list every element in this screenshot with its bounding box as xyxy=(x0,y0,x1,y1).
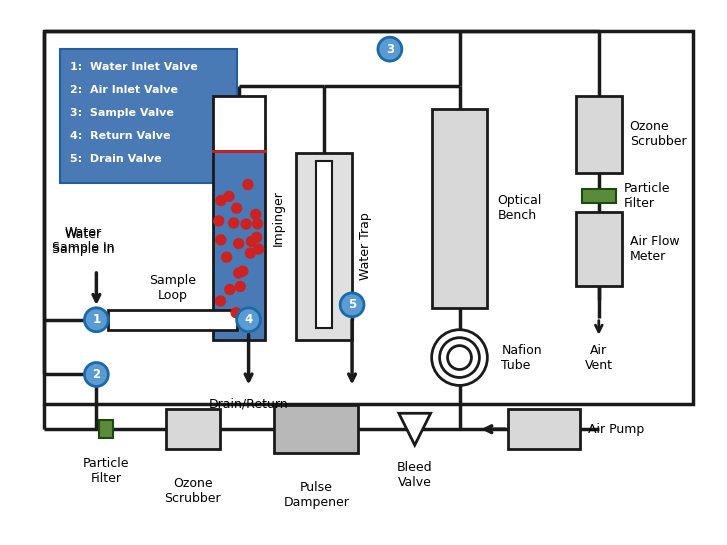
Circle shape xyxy=(231,308,241,318)
Circle shape xyxy=(432,330,487,385)
Circle shape xyxy=(236,282,245,292)
Bar xyxy=(108,310,237,330)
Text: Ozone
Scrubber: Ozone Scrubber xyxy=(164,477,221,505)
Text: Bleed
Valve: Bleed Valve xyxy=(397,461,433,489)
Circle shape xyxy=(251,209,261,220)
Circle shape xyxy=(378,37,402,61)
Circle shape xyxy=(340,293,364,317)
Text: Water Trap: Water Trap xyxy=(359,212,372,280)
Bar xyxy=(166,409,220,449)
Circle shape xyxy=(233,268,244,278)
Text: Water
Sample In: Water Sample In xyxy=(52,226,115,254)
Text: 4:  Return Valve: 4: Return Valve xyxy=(70,131,170,141)
Circle shape xyxy=(241,219,251,229)
Circle shape xyxy=(254,244,264,254)
Bar xyxy=(582,190,616,203)
Circle shape xyxy=(245,248,255,258)
Circle shape xyxy=(440,338,479,378)
Text: 1: 1 xyxy=(92,313,100,326)
Text: Particle
Filter: Particle Filter xyxy=(624,183,670,210)
Bar xyxy=(100,420,113,438)
Bar xyxy=(213,150,265,340)
Text: Optical
Bench: Optical Bench xyxy=(497,195,542,222)
Circle shape xyxy=(216,196,226,205)
Bar xyxy=(316,161,332,328)
Text: Air
Vent: Air Vent xyxy=(585,343,613,372)
Circle shape xyxy=(84,308,108,332)
Text: Ozone
Scrubber: Ozone Scrubber xyxy=(630,120,686,148)
Circle shape xyxy=(229,218,238,228)
Bar xyxy=(60,49,237,184)
Circle shape xyxy=(216,235,225,245)
Text: 3:  Sample Valve: 3: Sample Valve xyxy=(70,108,173,118)
Text: Pulse
Dampener: Pulse Dampener xyxy=(284,481,349,509)
Text: 2:  Air Inlet Valve: 2: Air Inlet Valve xyxy=(70,85,177,95)
Circle shape xyxy=(222,252,232,262)
Circle shape xyxy=(84,362,108,386)
Text: Sample
Loop: Sample Loop xyxy=(149,274,196,302)
Circle shape xyxy=(252,232,262,243)
Bar xyxy=(275,405,358,453)
Text: Nafion
Tube: Nafion Tube xyxy=(502,343,542,372)
Text: 1:  Water Inlet Valve: 1: Water Inlet Valve xyxy=(70,62,197,72)
Circle shape xyxy=(252,219,262,229)
Bar xyxy=(576,96,622,173)
Circle shape xyxy=(224,191,234,201)
Circle shape xyxy=(214,216,224,226)
Circle shape xyxy=(233,239,244,249)
Text: 4: 4 xyxy=(244,313,253,326)
Circle shape xyxy=(448,346,471,370)
Circle shape xyxy=(246,237,257,246)
Bar xyxy=(44,31,694,404)
Text: 5: 5 xyxy=(348,298,356,311)
Text: 2: 2 xyxy=(92,368,100,381)
Text: Drain/Return: Drain/Return xyxy=(209,397,289,410)
Polygon shape xyxy=(399,413,430,445)
Text: 5:  Drain Valve: 5: Drain Valve xyxy=(70,154,161,164)
Bar xyxy=(297,153,352,340)
Circle shape xyxy=(238,266,248,276)
Bar xyxy=(432,109,487,308)
Text: Impinger: Impinger xyxy=(272,190,285,246)
Circle shape xyxy=(215,296,225,306)
Circle shape xyxy=(232,203,241,213)
Bar xyxy=(213,96,265,150)
Text: Air Flow
Meter: Air Flow Meter xyxy=(630,235,679,263)
Circle shape xyxy=(243,180,253,190)
Text: Air Pump: Air Pump xyxy=(588,423,644,435)
Text: Particle
Filter: Particle Filter xyxy=(83,457,129,485)
Bar xyxy=(576,213,622,286)
Circle shape xyxy=(237,308,260,332)
Text: 3: 3 xyxy=(386,43,394,56)
Circle shape xyxy=(225,284,235,294)
Text: Water
Sample In: Water Sample In xyxy=(52,228,115,256)
Bar xyxy=(508,409,580,449)
